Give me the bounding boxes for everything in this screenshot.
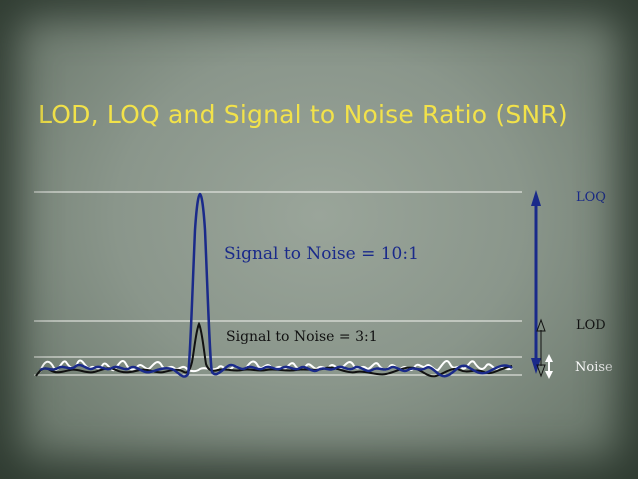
loq-range-arrow — [531, 190, 541, 374]
lod-range-arrow — [536, 318, 546, 378]
noise-range-arrow — [545, 354, 553, 379]
lod-label: LOD — [576, 318, 606, 333]
noise-label: Noise — [575, 360, 613, 375]
high-signal-trace — [39, 192, 513, 378]
loq-label: LOQ — [576, 190, 606, 205]
snr-low-label: Signal to Noise = 3:1 — [226, 329, 378, 345]
snr-high-label: Signal to Noise = 10:1 — [224, 244, 419, 264]
slide-title: LOD, LOQ and Signal to Noise Ratio (SNR) — [38, 100, 568, 129]
